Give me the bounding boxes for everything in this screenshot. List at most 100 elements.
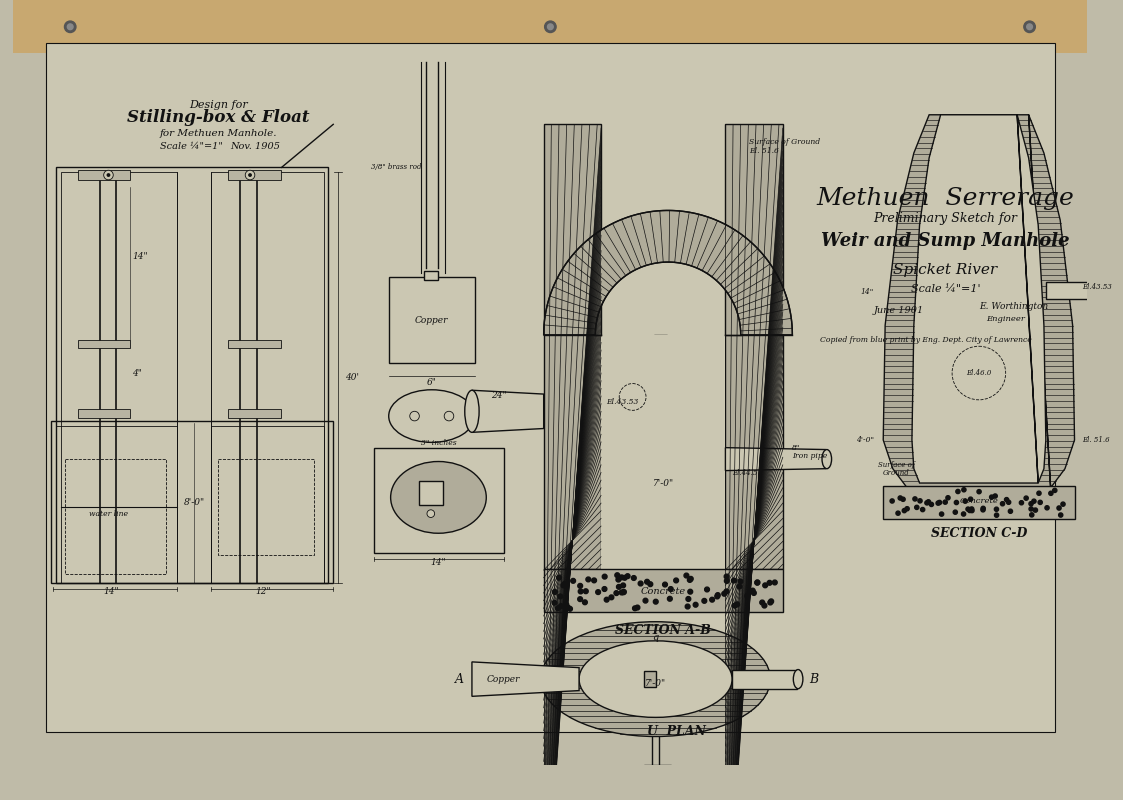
Circle shape	[1057, 506, 1061, 510]
Bar	[424, 270, 438, 280]
Text: 8": 8"	[793, 444, 801, 452]
Bar	[647, 789, 668, 800]
Text: El.44.5: El.44.5	[732, 469, 758, 477]
Text: 4": 4"	[133, 369, 143, 378]
Circle shape	[67, 24, 73, 30]
Circle shape	[937, 501, 940, 506]
Circle shape	[602, 586, 606, 591]
Text: 7'-0": 7'-0"	[652, 478, 674, 487]
Circle shape	[570, 578, 575, 583]
Circle shape	[702, 598, 706, 603]
Text: 14": 14"	[430, 558, 446, 567]
Circle shape	[891, 499, 894, 503]
Text: Surface of Ground: Surface of Ground	[749, 138, 821, 146]
Circle shape	[715, 594, 720, 599]
Circle shape	[687, 578, 692, 582]
Circle shape	[977, 490, 982, 494]
Circle shape	[617, 578, 621, 582]
Bar	[1046, 282, 1098, 299]
Circle shape	[622, 575, 627, 580]
Circle shape	[619, 590, 624, 595]
Circle shape	[925, 501, 929, 505]
Circle shape	[755, 580, 759, 585]
Text: Concrete: Concrete	[641, 586, 686, 596]
Text: SECTION C-D: SECTION C-D	[931, 527, 1028, 540]
Text: 3/8" brass rod: 3/8" brass rod	[371, 163, 421, 171]
Circle shape	[1049, 491, 1053, 495]
Circle shape	[1037, 491, 1041, 495]
Text: 7'-0": 7'-0"	[645, 679, 666, 688]
Circle shape	[1024, 496, 1029, 500]
Circle shape	[745, 594, 750, 598]
Circle shape	[427, 510, 435, 518]
Text: U  PLAN: U PLAN	[647, 726, 706, 738]
Text: Ground: Ground	[884, 469, 910, 477]
Text: Iron pipe: Iron pipe	[793, 452, 828, 460]
Text: E. Worthington: E. Worthington	[979, 302, 1048, 310]
Circle shape	[1059, 513, 1062, 517]
Circle shape	[737, 584, 742, 589]
Circle shape	[710, 598, 714, 602]
Text: 14": 14"	[133, 252, 148, 261]
Polygon shape	[472, 662, 579, 696]
Polygon shape	[732, 670, 797, 689]
Text: El. 51.6: El. 51.6	[749, 147, 779, 155]
Ellipse shape	[465, 390, 480, 432]
Circle shape	[583, 600, 587, 605]
Bar	[51, 421, 334, 583]
Text: Preliminary Sketch for: Preliminary Sketch for	[874, 211, 1017, 225]
Bar	[544, 124, 601, 569]
Circle shape	[685, 604, 690, 609]
Bar	[419, 481, 444, 505]
Circle shape	[1029, 502, 1033, 506]
Text: A: A	[455, 673, 464, 686]
Circle shape	[621, 590, 626, 594]
Circle shape	[961, 512, 966, 516]
Bar	[77, 339, 130, 348]
Circle shape	[621, 583, 626, 588]
Bar	[654, 334, 667, 498]
Circle shape	[619, 575, 624, 580]
Bar	[77, 170, 130, 180]
Circle shape	[604, 598, 609, 602]
Text: 3" inches: 3" inches	[421, 439, 456, 447]
Circle shape	[1006, 500, 1011, 504]
Circle shape	[769, 599, 774, 604]
Text: 6": 6"	[427, 378, 437, 387]
Text: Design for: Design for	[189, 100, 248, 110]
Bar	[645, 765, 670, 789]
Circle shape	[558, 594, 563, 599]
Circle shape	[768, 600, 773, 605]
Circle shape	[615, 573, 620, 578]
Text: for Methuen Manhole.: for Methuen Manhole.	[159, 130, 277, 138]
Circle shape	[626, 574, 630, 578]
Circle shape	[1026, 24, 1032, 30]
Circle shape	[1061, 502, 1065, 506]
Circle shape	[674, 578, 678, 583]
Circle shape	[248, 173, 252, 177]
Circle shape	[930, 502, 933, 506]
Circle shape	[1038, 500, 1042, 505]
Circle shape	[946, 496, 950, 500]
Bar	[374, 448, 503, 553]
Circle shape	[617, 585, 621, 590]
Circle shape	[1024, 21, 1035, 33]
Circle shape	[684, 573, 688, 578]
Circle shape	[1020, 501, 1023, 505]
Text: Nov. 1905: Nov. 1905	[230, 142, 280, 151]
Circle shape	[982, 506, 985, 510]
Circle shape	[964, 499, 967, 503]
Text: 4'-0": 4'-0"	[856, 436, 874, 444]
Circle shape	[943, 500, 948, 504]
Circle shape	[667, 596, 673, 601]
Text: Surface of: Surface of	[878, 461, 915, 469]
Circle shape	[1008, 509, 1013, 514]
Text: Copied from blue print by Eng. Dept. City of Lawrence: Copied from blue print by Eng. Dept. Cit…	[821, 335, 1032, 343]
Bar	[228, 339, 281, 348]
Circle shape	[760, 600, 765, 605]
Circle shape	[704, 587, 710, 592]
Circle shape	[668, 586, 673, 591]
Text: El.43.53: El.43.53	[1083, 283, 1112, 291]
Circle shape	[724, 589, 729, 594]
Circle shape	[955, 501, 959, 505]
